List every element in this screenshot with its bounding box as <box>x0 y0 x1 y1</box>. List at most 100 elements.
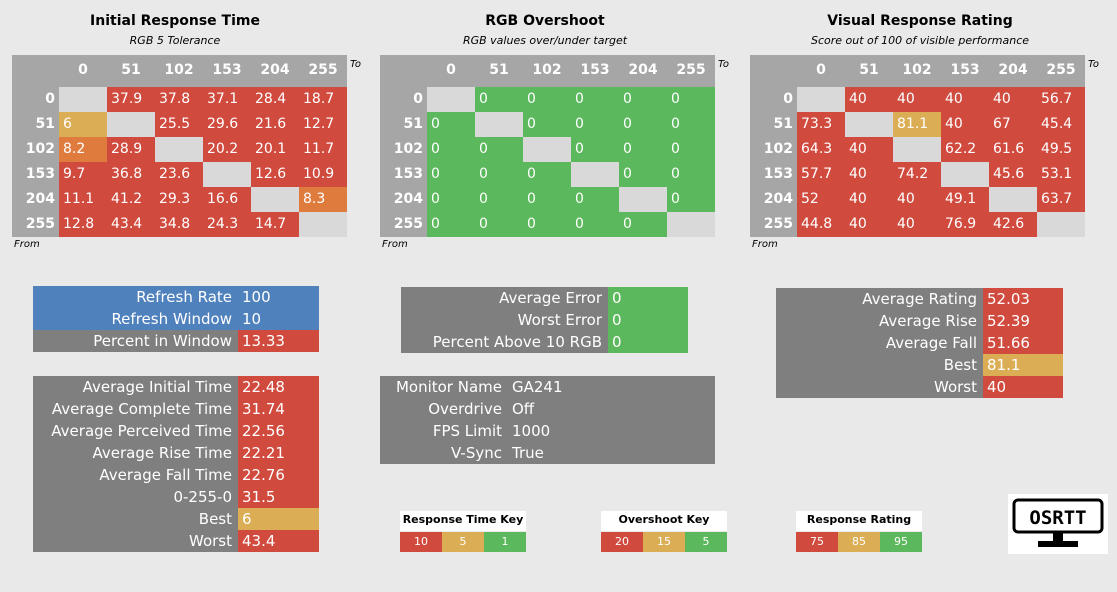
heatmap-cell: 21.6 <box>251 112 299 137</box>
panel-row: Average Rise 52.39 <box>776 310 1063 332</box>
panel-value: 51.66 <box>983 332 1063 354</box>
panel-row: Best 6 <box>33 508 319 530</box>
axis-label-to: To <box>350 59 361 70</box>
heatmap-cell: 0 <box>667 162 715 187</box>
row-label: 204 <box>12 187 59 212</box>
panel-row: Average Perceived Time 22.56 <box>33 420 319 442</box>
subtitle-visual-rating: Score out of 100 of visible performance <box>810 34 1030 47</box>
panel-label: FPS Limit <box>380 420 508 442</box>
panel-label: Average Fall <box>776 332 983 354</box>
panel-label: Average Initial Time <box>33 376 238 398</box>
heatmap-cell: 40 <box>845 162 893 187</box>
column-label: 51 <box>107 55 155 87</box>
panel-row: Average Rating 52.03 <box>776 288 1063 310</box>
row-label: 204 <box>380 187 427 212</box>
heatmap-cell: 0 <box>427 162 475 187</box>
heatmap-cell: 74.2 <box>893 162 941 187</box>
panel-label: Worst <box>33 530 238 552</box>
row-label: 255 <box>380 212 427 237</box>
column-label: 102 <box>893 55 941 87</box>
panel-label: Average Rise Time <box>33 442 238 464</box>
panel-value: 52.03 <box>983 288 1063 310</box>
column-label: 153 <box>571 55 619 87</box>
heatmap-cell: 12.6 <box>251 162 299 187</box>
panel-label: Average Perceived Time <box>33 420 238 442</box>
panel-label: Worst Error <box>401 309 608 331</box>
panel-label: Average Rating <box>776 288 983 310</box>
column-label: 0 <box>427 55 475 87</box>
osrtt-logo: OSRTT <box>1008 494 1108 554</box>
panel-value: 10 <box>238 308 319 330</box>
axis-label-from: From <box>14 239 40 250</box>
heatmap-cell: 10.9 <box>299 162 347 187</box>
column-label: 153 <box>203 55 251 87</box>
panel-row: FPS Limit 1000 <box>380 420 715 442</box>
heatmap-cell: 0 <box>571 212 619 237</box>
heatmap-cell: 0 <box>475 137 523 162</box>
heatmap-cell: 0 <box>475 87 523 112</box>
row-label: 102 <box>12 137 59 162</box>
heatmap-cell: 29.6 <box>203 112 251 137</box>
column-label: 204 <box>619 55 667 87</box>
panel-row: Refresh Window 10 <box>33 308 319 330</box>
row-label: 0 <box>750 87 797 112</box>
column-label: 51 <box>845 55 893 87</box>
heatmap-cell: 0 <box>523 162 571 187</box>
panel-row: Percent Above 10 RGB 0 <box>401 331 688 353</box>
heatmap-cell: 0 <box>427 212 475 237</box>
heatmap-cell: 20.1 <box>251 137 299 162</box>
panel-row: Average Complete Time 31.74 <box>33 398 319 420</box>
title-rgb-overshoot: RGB Overshoot <box>485 13 605 29</box>
panel-label: Best <box>776 354 983 376</box>
panel-row: Overdrive Off <box>380 398 715 420</box>
row-label: 0 <box>12 87 59 112</box>
heatmap-cell <box>251 187 299 212</box>
panel-label: Best <box>33 508 238 530</box>
panel-row: Average Initial Time 22.48 <box>33 376 319 398</box>
heatmap-cell: 23.6 <box>155 162 203 187</box>
heatmap-cell: 11.7 <box>299 137 347 162</box>
panel-label: Refresh Rate <box>33 286 238 308</box>
panel-value: 40 <box>983 376 1063 398</box>
heatmap-cell: 81.1 <box>893 112 941 137</box>
heatmap-cell <box>989 187 1037 212</box>
heatmap-cell: 18.7 <box>299 87 347 112</box>
key-cell: 15 <box>643 532 685 552</box>
heatmap-cell: 49.5 <box>1037 137 1085 162</box>
panel-value: 31.5 <box>238 486 319 508</box>
heatmap-cell: 40 <box>845 87 893 112</box>
panel-row: Average Fall 51.66 <box>776 332 1063 354</box>
heatmap-cell: 0 <box>427 112 475 137</box>
logo-text: OSRTT <box>1029 507 1086 529</box>
heatmap-cell: 36.8 <box>107 162 155 187</box>
column-label: 255 <box>667 55 715 87</box>
key-title: Overshoot Key <box>601 511 727 531</box>
heatmap-cell: 42.6 <box>989 212 1037 237</box>
key-cell: 5 <box>685 532 727 552</box>
heatmap-cell: 8.2 <box>59 137 107 162</box>
panel-row: Worst Error 0 <box>401 309 688 331</box>
axis-label-to: To <box>718 59 729 70</box>
row-label: 102 <box>380 137 427 162</box>
panel-label: V-Sync <box>380 442 508 464</box>
heatmap-cell: 9.7 <box>59 162 107 187</box>
heatmap-cell: 29.3 <box>155 187 203 212</box>
panel-label: Average Rise <box>776 310 983 332</box>
panel-label: Average Error <box>401 287 608 309</box>
heatmap-cell: 0 <box>475 162 523 187</box>
column-label: 102 <box>523 55 571 87</box>
heatmap-cell: 12.7 <box>299 112 347 137</box>
panel-label: Monitor Name <box>380 376 508 398</box>
column-label: 255 <box>299 55 347 87</box>
axis-label-to: To <box>1088 59 1099 70</box>
key-title: Response Time Key <box>400 511 526 531</box>
panel-value: 0 <box>608 331 688 353</box>
panel-value: 22.48 <box>238 376 319 398</box>
heatmap-cell: 40 <box>845 187 893 212</box>
heatmap-cell: 12.8 <box>59 212 107 237</box>
heatmap-cell <box>59 87 107 112</box>
heatmap-cell <box>941 162 989 187</box>
heatmap-cell: 28.4 <box>251 87 299 112</box>
heatmap-cell: 37.8 <box>155 87 203 112</box>
panel-value: 100 <box>238 286 319 308</box>
